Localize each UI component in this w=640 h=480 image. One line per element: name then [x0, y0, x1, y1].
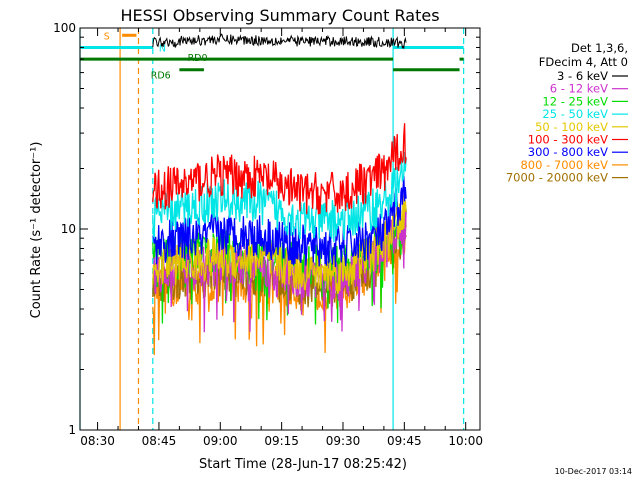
y-axis-label: Count Rate (s⁻¹ detector⁻¹)	[29, 142, 44, 319]
flag-label-s: S	[104, 31, 110, 42]
legend-header-line-1: Det 1,3,6,	[571, 41, 628, 55]
x-axis-label: Start Time (28-Jun-17 08:25:42)	[199, 457, 407, 472]
series-trace-6	[152, 175, 407, 268]
flag-label-n: N	[159, 43, 166, 54]
x-tick-label: 09:15	[264, 434, 299, 448]
y-tick-label: 10	[61, 222, 76, 236]
legend-label-1: 6 - 12 keV	[550, 82, 608, 96]
y-tick-label: 100	[53, 21, 76, 35]
legend-label-3: 25 - 50 keV	[542, 107, 608, 121]
x-tick-label: 09:45	[387, 434, 422, 448]
legend-label-5: 100 - 300 keV	[528, 133, 608, 147]
x-tick-label: 09:30	[326, 434, 361, 448]
flag-label-rd6: RD6	[151, 71, 171, 82]
flag-label-rd0: RD0	[188, 53, 208, 64]
footer-timestamp: 10-Dec-2017 03:14	[555, 467, 632, 476]
series-trace-5	[152, 123, 407, 215]
x-tick-label: 10:00	[448, 434, 483, 448]
x-tick-label: 09:00	[203, 434, 238, 448]
legend-label-8: 7000 - 20000 keV	[506, 171, 608, 185]
plot-layer: S N RD0 RD6	[79, 28, 465, 430]
legend-label-2: 12 - 25 keV	[542, 94, 608, 108]
legend-label-4: 50 - 100 keV	[535, 120, 608, 134]
x-tick-label: 08:30	[80, 434, 115, 448]
legend-label-7: 800 - 7000 keV	[520, 158, 608, 172]
legend-header-line-2: FDecim 4, Att 0	[539, 55, 628, 69]
chart-title: HESSI Observing Summary Count Rates	[120, 6, 439, 25]
series-trace-0	[152, 33, 407, 50]
y-tick-label: 1	[68, 423, 76, 437]
axes-layer: 08:30 08:45 09:00 09:15 09:30 09:45 10:00 1 10 10…	[53, 21, 483, 448]
legend-label-6: 300 - 800 keV	[528, 145, 608, 159]
legend-label-0: 3 - 6 keV	[557, 69, 608, 83]
x-tick-label: 08:45	[142, 434, 177, 448]
